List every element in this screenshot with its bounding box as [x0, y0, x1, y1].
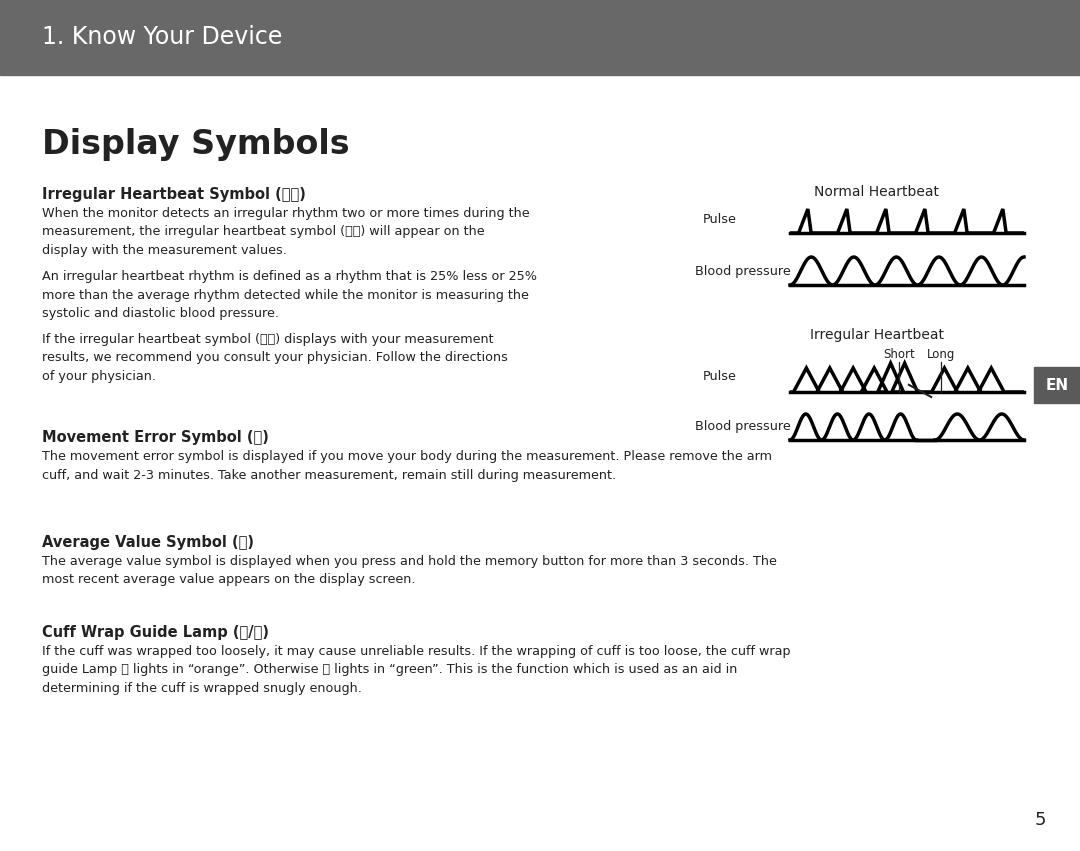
Text: Movement Error Symbol (ⓐ): Movement Error Symbol (ⓐ) [42, 430, 269, 445]
Text: Pulse: Pulse [703, 370, 737, 383]
Text: Blood pressure: Blood pressure [696, 420, 791, 433]
Text: 1. Know Your Device: 1. Know Your Device [42, 26, 282, 49]
Text: Pulse: Pulse [703, 213, 737, 226]
Text: If the irregular heartbeat symbol (ⓘⓘ) displays with your measurement
results, w: If the irregular heartbeat symbol (ⓘⓘ) d… [42, 333, 508, 383]
Text: Irregular Heartbeat Symbol (ⓘⓘ): Irregular Heartbeat Symbol (ⓘⓘ) [42, 187, 306, 202]
Text: The average value symbol is displayed when you press and hold the memory button : The average value symbol is displayed wh… [42, 555, 777, 586]
Text: If the cuff was wrapped too loosely, it may cause unreliable results. If the wra: If the cuff was wrapped too loosely, it … [42, 645, 791, 695]
Text: EN: EN [1045, 378, 1068, 392]
Bar [0, 0, 1080, 75]
Text: Short: Short [883, 348, 915, 361]
Text: 5: 5 [1035, 811, 1045, 829]
Text: Normal Heartbeat: Normal Heartbeat [814, 185, 940, 199]
Text: Display Symbols: Display Symbols [42, 128, 350, 161]
Text: Cuff Wrap Guide Lamp (ⓐ/ⓐ): Cuff Wrap Guide Lamp (ⓐ/ⓐ) [42, 625, 269, 640]
Text: Irregular Heartbeat: Irregular Heartbeat [810, 328, 944, 342]
Text: An irregular heartbeat rhythm is defined as a rhythm that is 25% less or 25%
mor: An irregular heartbeat rhythm is defined… [42, 270, 537, 320]
Text: Blood pressure: Blood pressure [696, 265, 791, 278]
Bar [1034, 367, 1080, 403]
Text: Average Value Symbol (ⓐ): Average Value Symbol (ⓐ) [42, 535, 254, 550]
Text: The movement error symbol is displayed if you move your body during the measurem: The movement error symbol is displayed i… [42, 450, 772, 482]
Text: When the monitor detects an irregular rhythm two or more times during the
measur: When the monitor detects an irregular rh… [42, 207, 529, 257]
Text: Long: Long [927, 348, 956, 361]
